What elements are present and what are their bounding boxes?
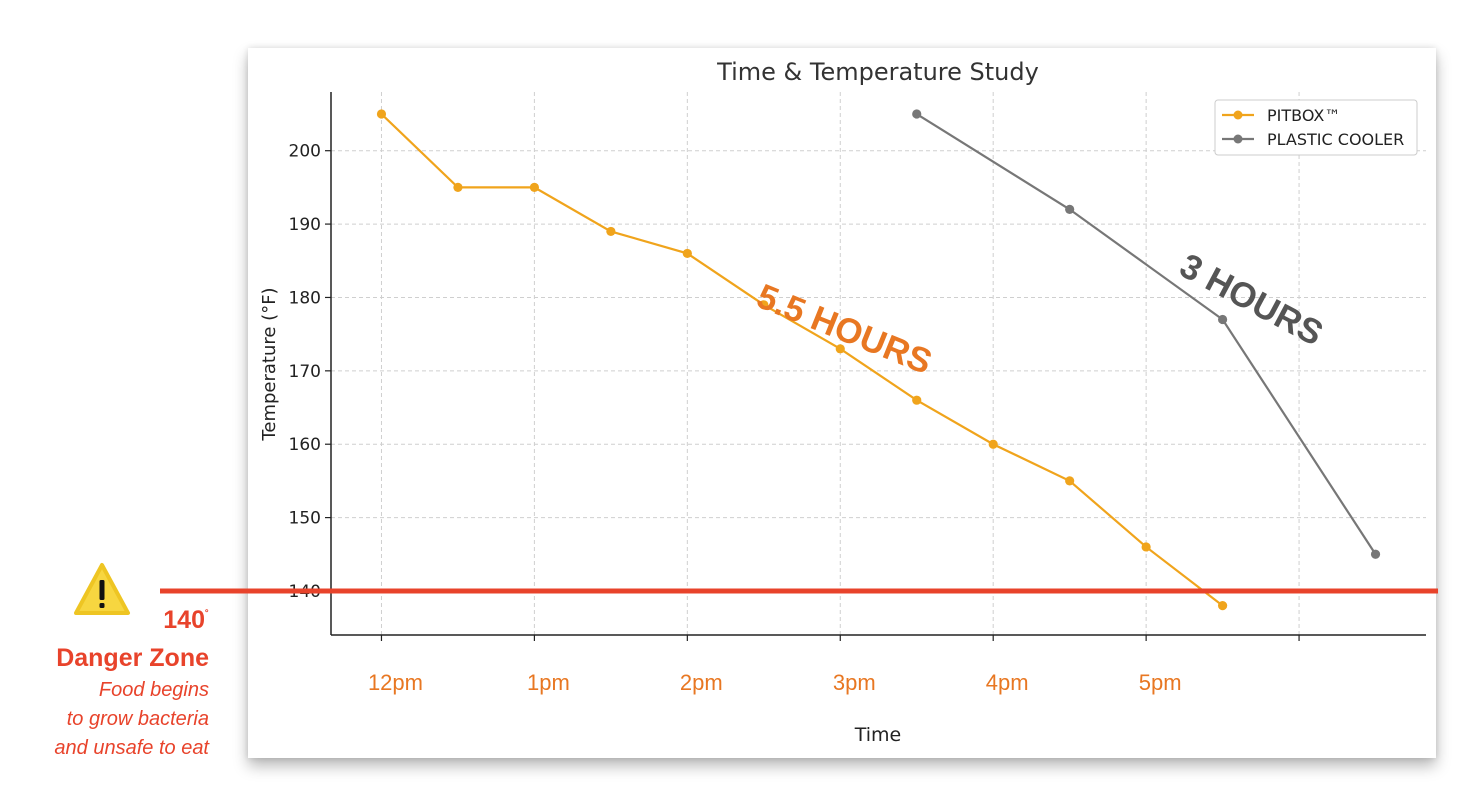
data-point <box>1217 601 1228 611</box>
warning-icon <box>74 563 130 615</box>
data-point <box>376 109 387 119</box>
danger-zone-description: Food begins to grow bacteria and unsafe … <box>0 676 209 763</box>
y-tick-label: 180 <box>289 288 321 308</box>
y-tick-label: 200 <box>289 142 321 162</box>
data-point <box>606 226 616 237</box>
data-point <box>1217 314 1228 325</box>
danger-zone-temperature: 140˚ <box>163 606 209 634</box>
data-point <box>912 109 922 119</box>
x-axis-label: Time <box>854 724 902 746</box>
degree-mark: ˚ <box>205 608 209 622</box>
chart-card <box>248 48 1436 758</box>
legend-swatch-marker <box>1233 134 1243 144</box>
annotation-pitbox-duration: 5.5 HOURS <box>751 277 937 382</box>
y-tick-label: 160 <box>289 435 321 455</box>
data-point <box>912 395 922 405</box>
description-line: to grow bacteria <box>66 708 209 730</box>
data-point <box>988 439 998 449</box>
x-tick-label: 3pm <box>833 670 876 695</box>
description-line: Food begins <box>98 679 209 701</box>
data-point <box>1065 204 1075 215</box>
y-tick-label: 190 <box>289 215 321 235</box>
data-point <box>835 344 845 354</box>
data-point <box>1370 549 1381 559</box>
danger-zone-title: Danger Zone <box>56 644 209 672</box>
chart-title: Time & Temperature Study <box>716 58 1039 86</box>
x-tick-label: 5pm <box>1139 670 1182 695</box>
x-tick-label: 12pm <box>368 670 423 695</box>
data-point <box>529 182 540 192</box>
data-point <box>453 182 463 192</box>
y-tick-label: 170 <box>289 362 321 382</box>
x-tick-label: 1pm <box>527 670 570 695</box>
series-line-plastic-cooler <box>916 113 1377 555</box>
x-tick-label: 4pm <box>986 670 1029 695</box>
data-point <box>682 248 692 259</box>
y-tick-label: 150 <box>289 509 321 529</box>
data-point <box>1065 476 1075 486</box>
legend-label: PITBOX™ <box>1267 106 1340 125</box>
data-point <box>759 300 769 310</box>
series-line-pitbox <box>380 113 1224 607</box>
description-line: and unsafe to eat <box>54 737 209 759</box>
legend-swatch-marker <box>1233 110 1243 120</box>
legend-box <box>1214 99 1418 156</box>
legend: PITBOX™ PLASTIC COOLER <box>1214 99 1418 156</box>
legend-label: PLASTIC COOLER <box>1267 130 1404 149</box>
data-point <box>1141 542 1151 552</box>
y-axis-label: Temperature (°F) <box>259 287 280 441</box>
x-tick-label: 2pm <box>680 670 723 695</box>
